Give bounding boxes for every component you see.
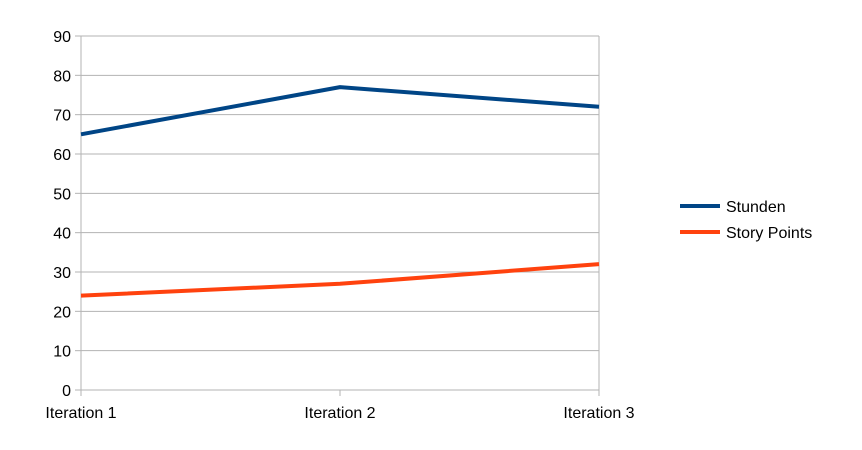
x-axis-tick-labels: Iteration 1 Iteration 2 Iteration 3 xyxy=(45,405,634,422)
y-tick-label: 50 xyxy=(53,186,71,203)
axes xyxy=(75,35,600,396)
y-tick-label: 40 xyxy=(53,226,71,243)
y-tick-label: 60 xyxy=(53,147,71,164)
y-axis-tick-labels: 0 10 20 30 40 50 60 70 80 90 xyxy=(53,29,71,400)
y-tick-label: 90 xyxy=(53,29,71,46)
y-tick-label: 10 xyxy=(53,344,71,361)
x-tick-label: Iteration 1 xyxy=(45,405,116,422)
y-tick-label: 20 xyxy=(53,304,71,321)
series-line-story-points xyxy=(80,262,600,298)
legend-label: Story Points xyxy=(726,225,812,242)
y-tick-label: 0 xyxy=(62,383,71,400)
x-tick-label: Iteration 2 xyxy=(304,405,375,422)
gridlines xyxy=(81,35,599,352)
y-tick-label: 30 xyxy=(53,265,71,282)
series-lines xyxy=(80,85,600,298)
legend: Stunden Story Points xyxy=(680,199,812,242)
y-tick-label: 70 xyxy=(53,108,71,125)
y-tick-label: 80 xyxy=(53,68,71,85)
x-tick-label: Iteration 3 xyxy=(563,405,634,422)
legend-label: Stunden xyxy=(726,199,786,216)
series-line-stunden xyxy=(80,85,600,137)
